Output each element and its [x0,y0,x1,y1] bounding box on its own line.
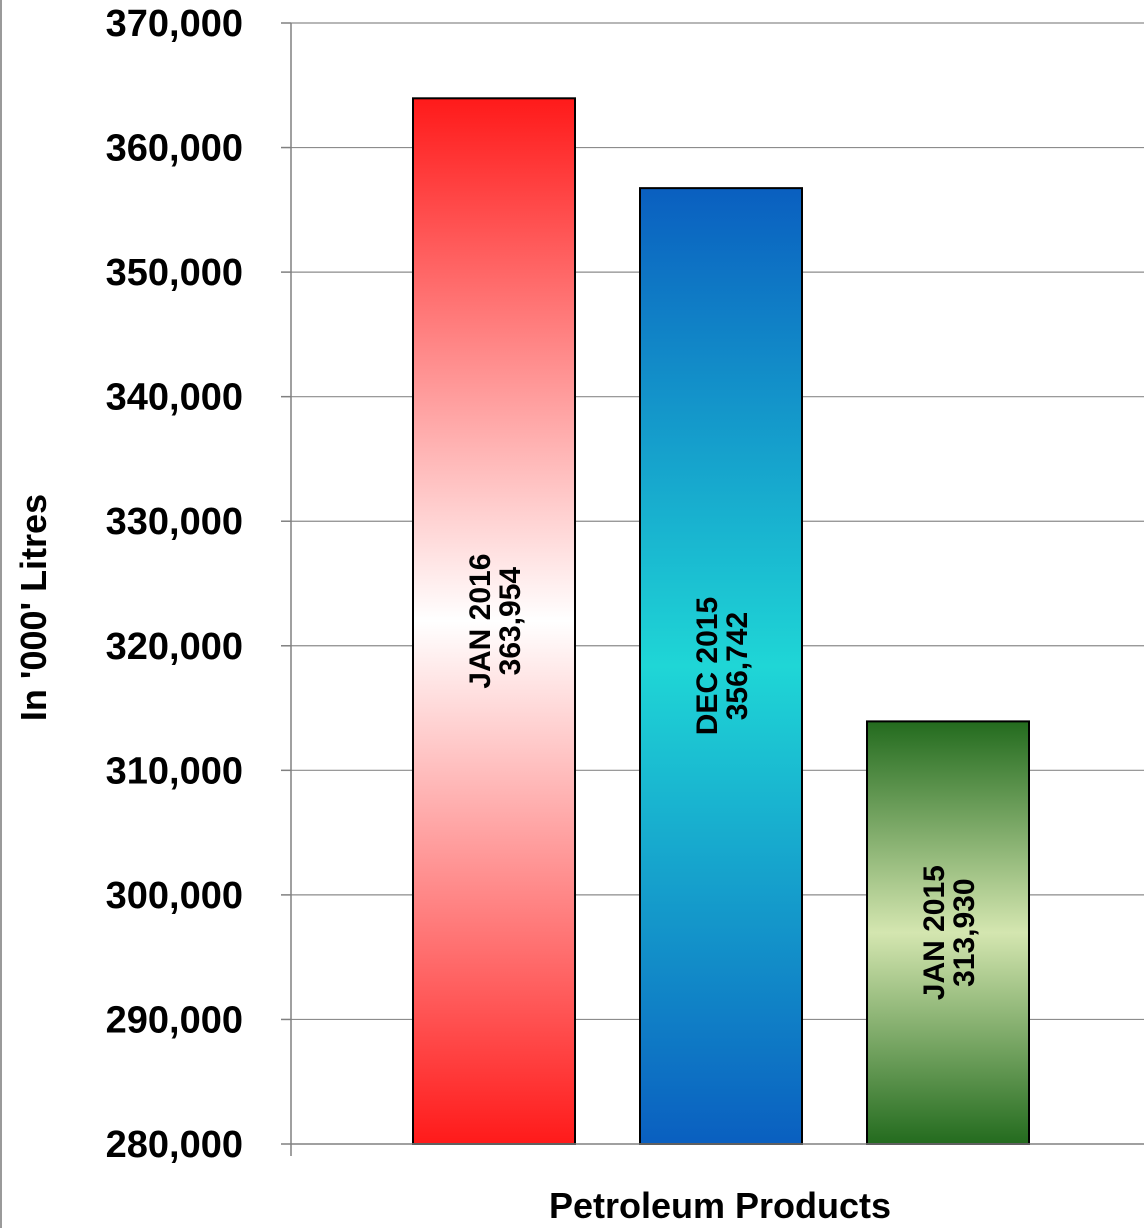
data-label-value: 356,742 [721,612,754,720]
y-tick-label: 280,000 [106,1124,243,1166]
data-label: JAN 2015313,930 [918,865,981,1000]
data-label-value: 363,954 [494,567,527,676]
bar-jan-2015 [866,720,1030,1145]
y-tick-label: 310,000 [106,750,243,792]
bar-dec-2015 [639,187,803,1146]
data-label-value: 313,930 [948,878,981,986]
y-tick-label: 340,000 [106,377,243,419]
y-tick-label: 360,000 [106,128,243,170]
data-label: DEC 2015356,742 [691,597,754,735]
data-label: JAN 2016363,954 [464,554,527,689]
y-axis-title: In '000' Litres [13,494,54,721]
data-label-category: JAN 2016 [464,554,497,689]
y-tick-label: 330,000 [106,501,243,543]
y-tick-label: 290,000 [106,999,243,1041]
x-axis-title: Petroleum Products [549,1185,891,1226]
bar-jan-2016 [412,97,576,1146]
y-tick-label: 370,000 [106,3,243,45]
data-label-category: JAN 2015 [918,865,951,1000]
bars: JAN 2016363,954 DEC 2015356,742 JAN 201531… [412,97,1030,1146]
y-tick-label: 350,000 [106,252,243,294]
y-tick-label: 300,000 [106,875,243,917]
data-label-category: DEC 2015 [691,597,724,735]
y-tick-label: 320,000 [106,626,243,668]
y-axis-ticks: 280,000 290,000 300,000 310,000 320,000 330,0… [106,3,292,1166]
